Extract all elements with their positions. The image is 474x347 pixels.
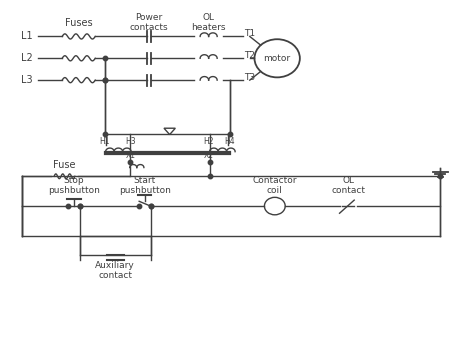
Text: H3: H3 [125,137,136,145]
Text: T3: T3 [244,73,255,82]
Text: T1: T1 [244,29,255,38]
Text: Power
contacts: Power contacts [129,13,168,32]
Text: L3: L3 [21,75,33,85]
Text: X1: X1 [126,151,136,160]
Text: Fuses: Fuses [65,18,92,27]
Text: OL
contact: OL contact [331,176,365,195]
Text: Contactor
coil: Contactor coil [253,176,297,195]
Text: H4: H4 [225,137,235,145]
Text: OL
heaters: OL heaters [191,13,226,32]
Text: H2: H2 [203,137,214,145]
Text: L2: L2 [21,53,33,63]
Text: Fuse: Fuse [53,160,76,170]
Text: L1: L1 [21,32,33,41]
Text: Start
pushbutton: Start pushbutton [119,176,171,195]
Text: Auxiliary
contact: Auxiliary contact [95,261,135,280]
Text: H1: H1 [100,137,110,145]
Text: X2: X2 [204,151,214,160]
Text: T2: T2 [244,51,255,60]
Text: Stop
pushbutton: Stop pushbutton [48,176,100,195]
Text: motor: motor [264,54,291,63]
